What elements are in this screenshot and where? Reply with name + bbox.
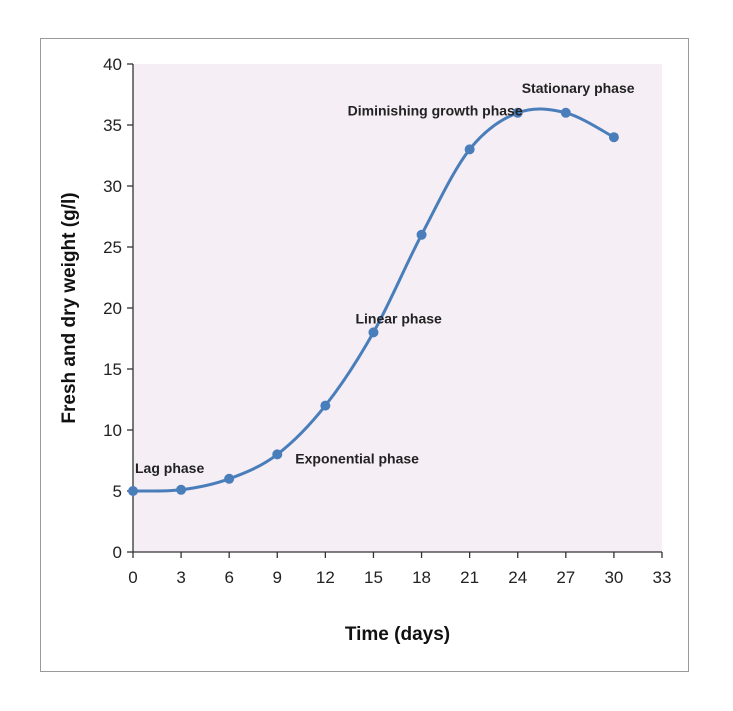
x-axis-title: Time (days)	[345, 624, 450, 645]
phase-annotation: Stationary phase	[522, 80, 635, 96]
y-tick-label: 15	[103, 360, 122, 379]
data-point	[512, 107, 523, 118]
y-tick-label: 10	[103, 421, 122, 440]
data-point	[560, 107, 571, 118]
chart-frame: 0 5 10 15 20 25 30 35 40 0 3 6 9 12 15 18 21 24 27 30 33 La…	[40, 38, 689, 672]
phase-annotations: Lag phase Exponential phase Linear phase Di…	[135, 80, 635, 476]
x-tick-label: 12	[316, 568, 335, 587]
x-tick-label: 18	[412, 568, 431, 587]
data-point	[320, 400, 331, 411]
data-point	[416, 229, 427, 240]
x-tick-label: 3	[176, 568, 185, 587]
y-tick-label: 5	[113, 482, 122, 501]
plot-background	[133, 64, 662, 552]
x-tick-label: 33	[653, 568, 672, 587]
phase-annotation: Diminishing growth phase	[348, 102, 523, 118]
data-point	[272, 449, 283, 460]
x-axis-ticks: 0 3 6 9 12 15 18 21 24 27 30 33	[128, 552, 671, 587]
x-tick-label: 0	[128, 568, 137, 587]
phase-annotation: Exponential phase	[295, 450, 419, 466]
x-tick-label: 21	[460, 568, 479, 587]
y-axis-ticks: 0 5 10 15 20 25 30 35 40	[103, 55, 133, 562]
data-points	[128, 107, 619, 496]
y-tick-label: 40	[103, 55, 122, 74]
x-tick-label: 24	[508, 568, 527, 587]
data-point	[608, 132, 619, 143]
phase-annotation: Linear phase	[355, 310, 442, 326]
x-tick-label: 30	[604, 568, 623, 587]
x-tick-label: 27	[556, 568, 575, 587]
data-point	[176, 484, 187, 495]
x-tick-label: 6	[224, 568, 233, 587]
y-axis-title: Fresh and dry weight (g/l)	[59, 192, 80, 423]
x-tick-label: 15	[364, 568, 383, 587]
data-point	[224, 473, 235, 484]
growth-curve-chart: 0 5 10 15 20 25 30 35 40 0 3 6 9 12 15 18 21 24 27 30 33 La…	[59, 55, 671, 645]
y-tick-label: 25	[103, 238, 122, 257]
y-tick-label: 0	[113, 543, 122, 562]
data-point	[368, 327, 379, 338]
phase-annotation: Lag phase	[135, 460, 204, 476]
y-tick-label: 20	[103, 299, 122, 318]
x-tick-label: 9	[273, 568, 282, 587]
data-point	[464, 144, 475, 155]
y-tick-label: 30	[103, 177, 122, 196]
data-point	[128, 486, 138, 496]
y-tick-label: 35	[103, 116, 122, 135]
